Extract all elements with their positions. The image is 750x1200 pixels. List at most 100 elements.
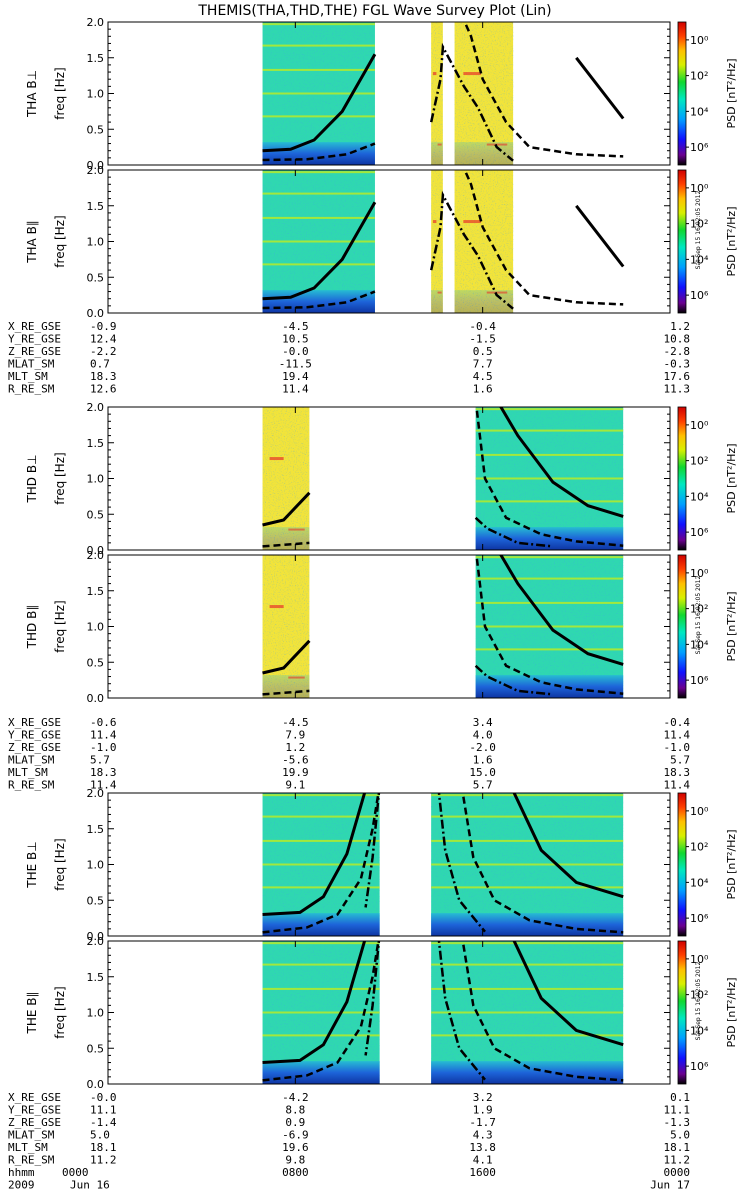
ephemeris-value: 1.2 <box>285 741 305 754</box>
panel-thd_par: 0.0 0.5 1.0 1.5 2.0 THD B∥ freq [Hz] 10⁶ 10⁴ 10² 1… <box>25 549 738 705</box>
processing-stamp: Sat Sep 15 16:02:05 2012 <box>695 191 702 270</box>
ephemeris-value: 10.5 <box>282 333 309 346</box>
colorbar <box>677 792 687 937</box>
harmonic-line <box>475 408 624 411</box>
dashed-curve <box>463 22 624 158</box>
y-tick-label: 2.0 <box>87 164 105 177</box>
ephemeris-row-name: Z_RE_GSE <box>8 345 61 358</box>
y-tick-label: 1.0 <box>87 1007 105 1020</box>
harmonic-line <box>262 68 375 71</box>
colorbar-tick-label: 10⁶ <box>690 289 709 302</box>
ephemeris-row-name: MLT_SM <box>8 370 48 383</box>
colorbar-tick-label: 10⁴ <box>690 105 709 118</box>
ephemeris-value: 0.9 <box>285 1116 305 1129</box>
y-tick-label: 1.0 <box>87 859 105 872</box>
burst-red-streak <box>288 528 305 531</box>
ephemeris-the: X_RE_GSE -0.0 -4.2 3.2 0.1 Y_RE_GSE 11.1 8.8 1.9… <box>8 1091 690 1167</box>
y-tick-label: 1.5 <box>87 200 105 213</box>
ephemeris-row-name: Y_RE_GSE <box>8 1104 61 1117</box>
low-frequency-band <box>262 1061 380 1084</box>
colorbar-tick-label: 10⁶ <box>690 674 709 687</box>
panel-the_perp: 0.0 0.5 1.0 1.5 2.0 THE B⊥ freq [Hz] 10⁶ 10⁴ 10² 1… <box>25 787 738 943</box>
ephemeris-value: 5.7 <box>473 779 493 792</box>
low-frequency-band <box>431 1061 624 1084</box>
dotdash-curve <box>474 664 554 696</box>
ephemeris-value: 3.4 <box>473 716 493 729</box>
ephemeris-value: 5.7 <box>670 754 690 767</box>
ephemeris-value: 11.4 <box>282 383 309 396</box>
ephemeris-value: -5.6 <box>282 754 309 767</box>
ephemeris-value: 1.6 <box>473 383 493 396</box>
colorbar-label: PSD [nT²/Hz] <box>725 829 738 899</box>
ephemeris-row-name: MLT_SM <box>8 1141 48 1154</box>
ephemeris-value: 11.4 <box>664 729 691 742</box>
ephemeris-value: -2.2 <box>90 345 117 358</box>
ephemeris-value: 3.2 <box>473 1091 493 1104</box>
solid-curve <box>575 56 625 120</box>
ephemeris-row-name: Y_RE_GSE <box>8 729 61 742</box>
y-tick-label: 0.0 <box>87 159 105 172</box>
ephemeris-row-name: Z_RE_GSE <box>8 1116 61 1129</box>
ephemeris-value: 5.7 <box>90 754 110 767</box>
ephemeris-value: 10.8 <box>664 333 691 346</box>
harmonic-line <box>431 839 624 842</box>
ephemeris-value: 9.8 <box>285 1154 305 1167</box>
ephemeris-value: -1.7 <box>469 1116 496 1129</box>
ephemeris-tha: X_RE_GSE -0.9 -4.5 -0.4 1.2Y_RE_GSE 12.4 10.5-… <box>8 320 690 396</box>
colorbar-tick-label: 10⁰ <box>690 567 709 580</box>
ephemeris-value: 13.8 <box>469 1141 496 1154</box>
y-tick-label: 1.0 <box>87 473 105 486</box>
processing-stamp: Sat Sep 15 16:02:05 2012 <box>695 962 702 1041</box>
ephemeris-value: 18.1 <box>90 1141 117 1154</box>
harmonic-line <box>431 815 624 818</box>
ephemeris-value: 11.4 <box>90 729 117 742</box>
harmonic-line <box>431 863 624 866</box>
harmonic-line <box>262 987 380 990</box>
colorbar-tick-label: 10⁴ <box>690 1024 709 1037</box>
processing-stamp: Sat Sep 15 16:02:05 2012 <box>695 576 702 655</box>
colorbar-label: PSD [nT²/Hz] <box>725 206 738 276</box>
freq-axis-label: freq [Hz] <box>53 67 67 119</box>
year-label: 2009 <box>8 1179 35 1192</box>
solid-curve <box>512 941 624 1047</box>
y-tick-label: 0.5 <box>87 1042 105 1055</box>
dashed-curve <box>262 142 376 162</box>
dashed-curve <box>262 541 310 548</box>
harmonic-line <box>262 839 380 842</box>
colorbar-tick-label: 10² <box>690 989 708 1002</box>
ephemeris-row-name: MLT_SM <box>8 766 48 779</box>
colorbar-tick-label: 10⁰ <box>690 805 709 818</box>
y-tick-label: 1.0 <box>87 621 105 634</box>
ephemeris-value: -4.2 <box>282 1091 309 1104</box>
y-tick-label: 1.5 <box>87 52 105 65</box>
solid-curve <box>512 793 624 899</box>
panel-label: THE B⊥ <box>25 841 39 888</box>
colorbar-label: PSD [nT²/Hz] <box>725 591 738 661</box>
ephemeris-row-name: MLAT_SM <box>8 1129 55 1142</box>
panel-label: THA B⊥ <box>25 70 39 118</box>
harmonic-line <box>262 92 375 95</box>
freq-axis-label: freq [Hz] <box>53 600 67 652</box>
ephemeris-value: 4.5 <box>473 370 493 383</box>
y-tick-label: 0.5 <box>87 271 105 284</box>
time-tick-label: 1600 <box>469 1166 496 1179</box>
y-tick-label: 2.0 <box>87 935 105 948</box>
ephemeris-value: -0.3 <box>664 358 691 371</box>
ephemeris-row-name: Y_RE_GSE <box>8 333 61 346</box>
dashed-curve <box>461 941 624 1082</box>
solid-curve <box>499 555 624 666</box>
ephemeris-value: -0.0 <box>282 345 309 358</box>
ephemeris-value: 1.2 <box>670 320 690 333</box>
colorbar-tick-label: 10² <box>690 841 708 854</box>
harmonic-line <box>262 794 380 797</box>
colorbar-tick-label: 10⁰ <box>690 953 709 966</box>
ephemeris-value: -4.5 <box>282 716 309 729</box>
colorbar <box>677 169 687 314</box>
harmonic-line <box>475 601 624 604</box>
panel-frame <box>107 21 671 166</box>
time-tick-label: 0800 <box>282 1166 309 1179</box>
burst-red-streak <box>437 143 442 146</box>
low-frequency-band <box>431 142 443 165</box>
y-tick-label: 1.5 <box>87 437 105 450</box>
ephemeris-value: -0.9 <box>90 320 117 333</box>
